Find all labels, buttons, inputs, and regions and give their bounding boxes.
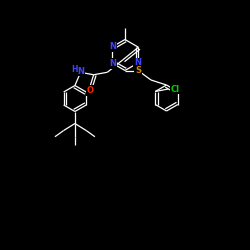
Text: H: H xyxy=(71,65,78,74)
Text: Cl: Cl xyxy=(170,84,179,94)
Text: S: S xyxy=(135,66,141,75)
Text: N: N xyxy=(78,66,85,76)
Text: N: N xyxy=(109,59,116,68)
Text: N: N xyxy=(134,58,141,67)
Text: N: N xyxy=(109,42,116,51)
Text: O: O xyxy=(86,86,94,95)
